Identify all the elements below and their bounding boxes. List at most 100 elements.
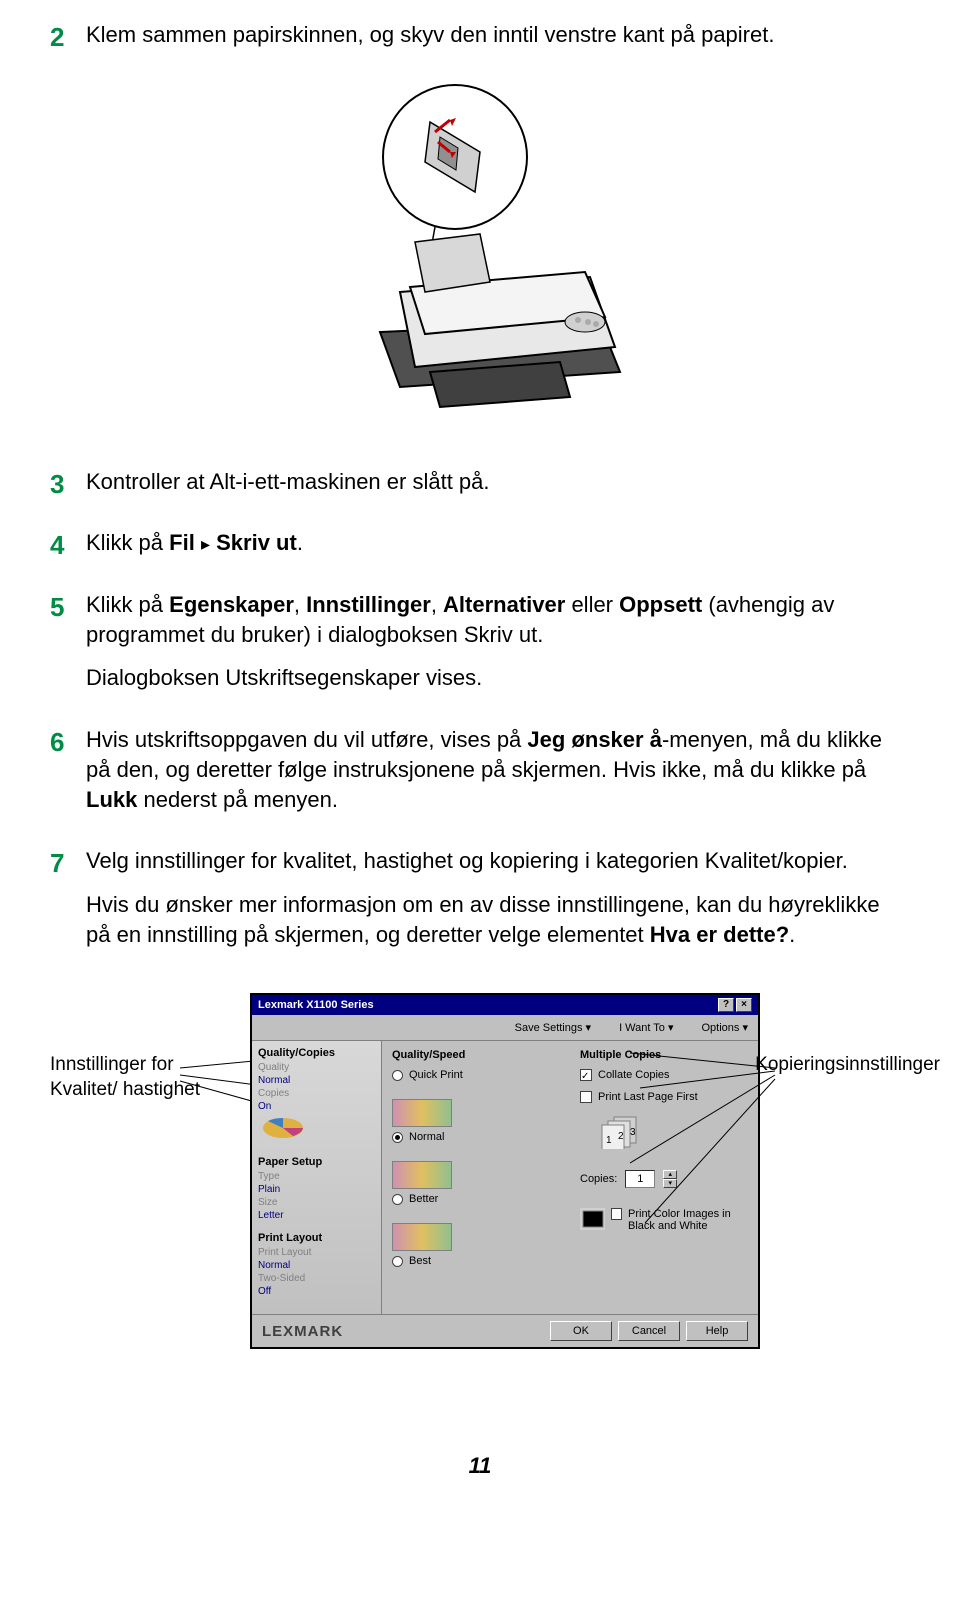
menu-options[interactable]: Options ▾ xyxy=(702,1021,749,1034)
preview-thumb xyxy=(392,1161,452,1189)
radio-better[interactable]: Better xyxy=(392,1193,560,1205)
arrow-icon: ▸ xyxy=(201,534,210,554)
quality-speed-group: Quality/Speed Quick Print Normal Better xyxy=(392,1049,560,1306)
dialog-titlebar: Lexmark X1100 Series ? × xyxy=(252,995,758,1015)
radio-icon xyxy=(392,1132,403,1143)
copies-input-row: Copies: 1 ▴ ▾ xyxy=(580,1170,748,1188)
titlebar-buttons: ? × xyxy=(718,998,752,1012)
bold: Fil xyxy=(169,530,195,555)
menu-i-want-to[interactable]: I Want To ▾ xyxy=(619,1021,673,1034)
text: Klikk på xyxy=(86,530,169,555)
svg-text:2: 2 xyxy=(618,1131,624,1142)
text: , xyxy=(431,592,443,617)
step-num: 4 xyxy=(50,528,86,572)
step-text: Velg innstillinger for kvalitet, hastigh… xyxy=(86,846,910,876)
bold: Jeg ønsker å xyxy=(527,727,662,752)
callout-right: Kopieringsinnstillinger xyxy=(755,1053,940,1078)
dialog-figure: Innstillinger for Kvalitet/ hastighet Le… xyxy=(50,993,910,1373)
spin-up-icon[interactable]: ▴ xyxy=(663,1170,677,1179)
bold: Hva er dette? xyxy=(650,922,789,947)
radio-best[interactable]: Best xyxy=(392,1255,560,1267)
lexmark-logo: LEXMARK xyxy=(262,1323,343,1340)
sb-label: Copies xyxy=(258,1087,375,1100)
bw-icon xyxy=(580,1208,605,1230)
step-text-2: Hvis du ønsker mer informasjon om en av … xyxy=(86,890,910,949)
bold: Oppsett xyxy=(619,592,702,617)
radio-quick-print[interactable]: Quick Print xyxy=(392,1069,560,1081)
dialog-footer: LEXMARK OK Cancel Help xyxy=(252,1314,758,1347)
sb-value: On xyxy=(258,1100,375,1113)
copies-input[interactable]: 1 xyxy=(625,1170,655,1188)
ok-button[interactable]: OK xyxy=(550,1321,612,1341)
sb-title: Print Layout xyxy=(258,1232,375,1244)
radio-label: Normal xyxy=(409,1131,444,1143)
radio-label: Best xyxy=(409,1255,431,1267)
step-text: Kontroller at Alt-i-ett-maskinen er slåt… xyxy=(86,467,910,497)
svg-text:1: 1 xyxy=(606,1135,612,1146)
sidebar-group-paper[interactable]: Paper Setup Type Plain Size Letter xyxy=(258,1156,375,1222)
dialog-title: Lexmark X1100 Series xyxy=(258,999,374,1011)
checkbox-last-page-first[interactable]: Print Last Page First xyxy=(580,1091,748,1103)
copies-stack-icon: 123 xyxy=(600,1113,748,1152)
help-icon[interactable]: ? xyxy=(718,998,734,1012)
checkbox-print-bw[interactable]: Print Color Images in Black and White xyxy=(580,1208,748,1232)
sb-label: Type xyxy=(258,1170,375,1183)
dialog-sidebar: Quality/Copies Quality Normal Copies On … xyxy=(252,1041,382,1314)
sidebar-group-quality[interactable]: Quality/Copies Quality Normal Copies On xyxy=(258,1047,375,1146)
text: Hvis utskriftsoppgaven du vil utføre, vi… xyxy=(86,727,527,752)
dialog-main-panel: Quality/Speed Quick Print Normal Better xyxy=(382,1041,758,1314)
text: Klikk på xyxy=(86,592,169,617)
copies-label: Copies: xyxy=(580,1173,617,1185)
step-body: Velg innstillinger for kvalitet, hastigh… xyxy=(86,846,910,963)
checkbox-collate[interactable]: Collate Copies xyxy=(580,1069,748,1081)
sb-value: Plain xyxy=(258,1183,375,1196)
bold: Egenskaper xyxy=(169,592,294,617)
dialog-button-row: OK Cancel Help xyxy=(550,1321,748,1341)
sb-title: Paper Setup xyxy=(258,1156,375,1168)
radio-normal[interactable]: Normal xyxy=(392,1131,560,1143)
svg-text:3: 3 xyxy=(630,1127,636,1138)
pie-icon xyxy=(258,1113,308,1143)
preview-thumb xyxy=(392,1099,452,1127)
step-3: 3 Kontroller at Alt-i-ett-maskinen er sl… xyxy=(50,467,910,511)
spin-down-icon[interactable]: ▾ xyxy=(663,1179,677,1188)
step-num: 3 xyxy=(50,467,86,511)
bold: Skriv ut xyxy=(216,530,297,555)
step-body: Hvis utskriftsoppgaven du vil utføre, vi… xyxy=(86,725,910,828)
bold: Innstillinger xyxy=(306,592,431,617)
sb-value: Letter xyxy=(258,1209,375,1222)
dialog-body: Quality/Copies Quality Normal Copies On … xyxy=(252,1040,758,1314)
step-num: 5 xyxy=(50,590,86,707)
text: . xyxy=(789,922,795,947)
checkbox-label: Collate Copies xyxy=(598,1069,670,1081)
sidebar-group-layout[interactable]: Print Layout Print Layout Normal Two-Sid… xyxy=(258,1232,375,1298)
radio-label: Better xyxy=(409,1193,438,1205)
checkbox-icon xyxy=(580,1091,592,1103)
checkbox-label: Print Color Images in Black and White xyxy=(628,1208,748,1232)
group-title: Quality/Speed xyxy=(392,1049,560,1061)
step-6: 6 Hvis utskriftsoppgaven du vil utføre, … xyxy=(50,725,910,828)
step-4: 4 Klikk på Fil ▸ Skriv ut. xyxy=(50,528,910,572)
step-body: Klikk på Egenskaper, Innstillinger, Alte… xyxy=(86,590,910,707)
text: . xyxy=(297,530,303,555)
menu-save-settings[interactable]: Save Settings ▾ xyxy=(515,1021,591,1034)
printer-figure xyxy=(50,82,910,427)
close-icon[interactable]: × xyxy=(736,998,752,1012)
multiple-copies-group: Multiple Copies Collate Copies Print Las… xyxy=(580,1049,748,1306)
step-body: Klikk på Fil ▸ Skriv ut. xyxy=(86,528,910,572)
sb-label: Two-Sided xyxy=(258,1272,375,1285)
printer-illustration xyxy=(280,82,680,422)
step-text-2: Dialogboksen Utskriftsegenskaper vises. xyxy=(86,663,910,693)
text: , xyxy=(294,592,306,617)
group-title: Multiple Copies xyxy=(580,1049,748,1061)
step-text: Klem sammen papirskinnen, og skyv den in… xyxy=(86,20,910,50)
step-num: 6 xyxy=(50,725,86,828)
step-body: Klem sammen papirskinnen, og skyv den in… xyxy=(86,20,910,64)
sb-value: Off xyxy=(258,1285,375,1298)
sb-label: Print Layout xyxy=(258,1246,375,1259)
checkbox-label: Print Last Page First xyxy=(598,1091,698,1103)
print-properties-dialog: Lexmark X1100 Series ? × Save Settings ▾… xyxy=(250,993,760,1349)
copies-spinner[interactable]: ▴ ▾ xyxy=(663,1170,677,1188)
cancel-button[interactable]: Cancel xyxy=(618,1321,680,1341)
help-button[interactable]: Help xyxy=(686,1321,748,1341)
